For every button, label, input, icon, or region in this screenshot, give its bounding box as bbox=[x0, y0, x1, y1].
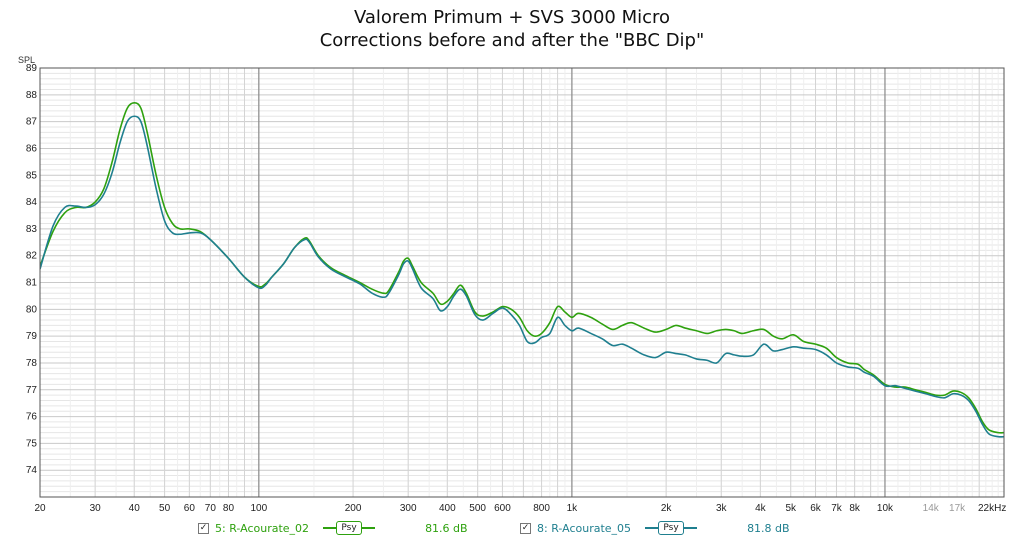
x-tick-label: 80 bbox=[223, 503, 235, 514]
y-tick-label: 81 bbox=[26, 278, 38, 289]
legend-swatch-2[interactable]: Psy bbox=[645, 520, 698, 536]
x-tick-labels: 20 30 40 50 60 70 80 100 200 300 400 500 600 800 1k 2k 3… bbox=[34, 503, 1006, 514]
y-tick-label: 88 bbox=[26, 90, 38, 101]
x-tick-label: 70 bbox=[205, 503, 217, 514]
x-tick-label: 3k bbox=[716, 503, 728, 514]
y-tick-label: 78 bbox=[26, 358, 38, 369]
x-tick-label: 100 bbox=[250, 503, 267, 514]
legend-psy-tag-1: Psy bbox=[336, 521, 363, 535]
legend-label-1: 5: R-Acourate_02 bbox=[215, 521, 310, 535]
legend-checkbox-2[interactable]: ✓ bbox=[520, 522, 531, 534]
y-axis-label: SPL bbox=[18, 55, 35, 65]
x-tick-label: 30 bbox=[90, 503, 102, 514]
legend-checkbox-1[interactable]: ✓ bbox=[198, 522, 209, 534]
y-tick-label: 87 bbox=[26, 117, 38, 128]
y-tick-label: 82 bbox=[26, 251, 38, 262]
x-tick-label: 7k bbox=[831, 503, 843, 514]
x-tick-label: 500 bbox=[469, 503, 486, 514]
x-tick-label: 6k bbox=[810, 503, 822, 514]
x-tick-label: 600 bbox=[494, 503, 511, 514]
chart-subtitle: Corrections before and after the "BBC Di… bbox=[319, 30, 705, 51]
legend-value-2: 81.8 dB bbox=[747, 521, 790, 535]
y-tick-label: 89 bbox=[26, 63, 38, 74]
series-lines bbox=[40, 102, 1004, 438]
x-tick-label: 300 bbox=[400, 503, 417, 514]
y-tick-label: 77 bbox=[26, 385, 38, 396]
x-tick-label: 1k bbox=[567, 503, 579, 514]
x-tick-label: 60 bbox=[184, 503, 196, 514]
x-tick-label: 400 bbox=[439, 503, 456, 514]
y-tick-label: 84 bbox=[26, 197, 38, 208]
legend-psy-tag-2: Psy bbox=[658, 521, 685, 535]
y-tick-label: 83 bbox=[26, 224, 38, 235]
y-tick-label: 74 bbox=[26, 465, 38, 476]
x-tick-label: 40 bbox=[129, 503, 141, 514]
x-tick-label: 17k bbox=[949, 503, 966, 514]
x-tick-label: 800 bbox=[533, 503, 550, 514]
series-line-1 bbox=[40, 102, 1004, 434]
chart-title: Valorem Primum + SVS 3000 Micro bbox=[353, 7, 671, 28]
y-tick-label: 79 bbox=[26, 331, 38, 342]
y-tick-label: 76 bbox=[26, 412, 38, 423]
legend-item-2[interactable]: ✓ 8: R-Acourate_05 Psy 81.8 dB bbox=[520, 519, 790, 537]
y-tick-label: 75 bbox=[26, 438, 38, 449]
series-line-2 bbox=[40, 115, 1004, 438]
y-tick-label: 85 bbox=[26, 170, 38, 181]
x-tick-label: 5k bbox=[785, 503, 797, 514]
x-tick-label: 200 bbox=[345, 503, 362, 514]
grid-lines bbox=[39, 67, 1005, 498]
x-tick-label: 22kHz bbox=[978, 503, 1006, 514]
x-tick-label: 8k bbox=[849, 503, 861, 514]
x-tick-label: 10k bbox=[877, 503, 894, 514]
x-tick-label: 2k bbox=[661, 503, 673, 514]
y-tick-labels: 74 75 76 77 78 79 80 81 82 83 84 85 86 87 88 89 bbox=[26, 63, 38, 476]
legend-swatch-1[interactable]: Psy bbox=[323, 520, 376, 536]
plot-frame bbox=[39, 67, 1005, 498]
legend-item-1[interactable]: ✓ 5: R-Acourate_02 Psy 81.6 dB bbox=[198, 519, 468, 537]
legend-value-1: 81.6 dB bbox=[425, 521, 468, 535]
y-tick-label: 86 bbox=[26, 143, 38, 154]
x-tick-label: 20 bbox=[34, 503, 46, 514]
y-tick-label: 80 bbox=[26, 304, 38, 315]
x-tick-label: 50 bbox=[159, 503, 171, 514]
legend-label-2: 8: R-Acourate_05 bbox=[537, 521, 632, 535]
x-tick-label: 14k bbox=[923, 503, 940, 514]
x-tick-label: 4k bbox=[755, 503, 767, 514]
